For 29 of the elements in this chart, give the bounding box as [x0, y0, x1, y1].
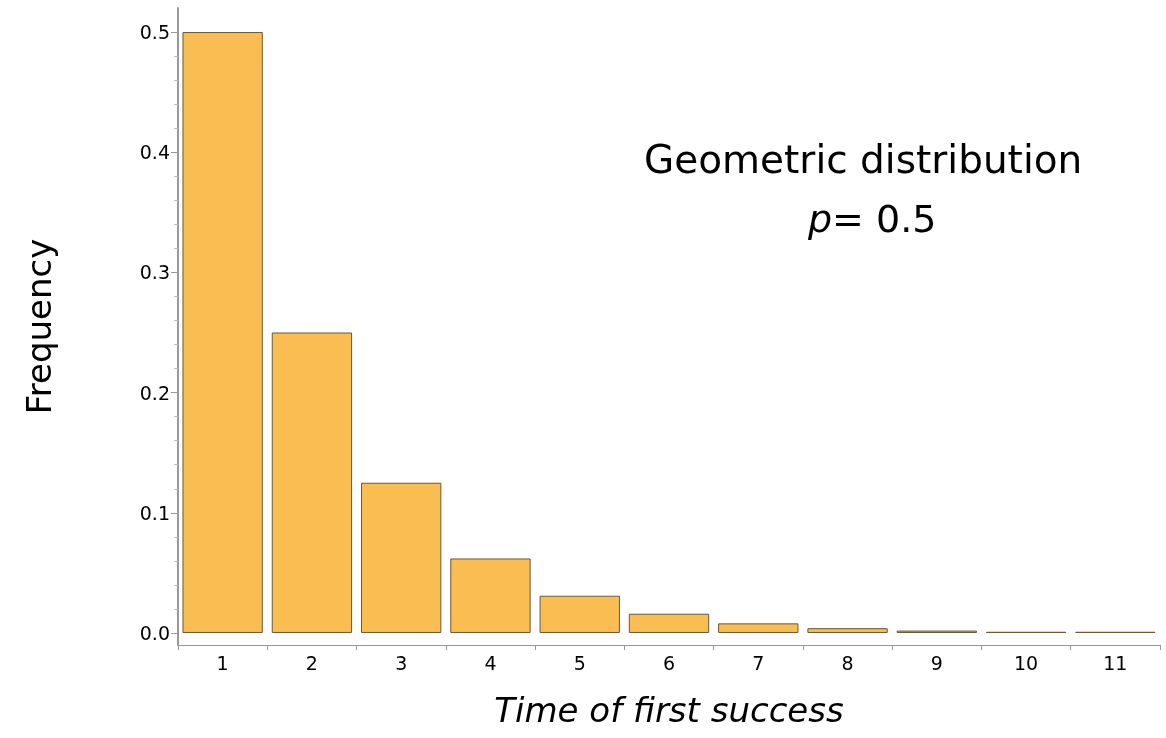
x-tick-label: 6 [662, 651, 676, 674]
x-tick-label: 9 [930, 651, 943, 674]
bar [718, 623, 799, 633]
y-tick-label: 0.2 [139, 381, 170, 404]
bar [539, 595, 620, 633]
y-tick-label: 0.3 [139, 261, 170, 284]
x-tick-label: 3 [395, 651, 408, 674]
x-tick-label: 1 [216, 651, 229, 674]
annotation: Geometric distribution [644, 137, 1083, 182]
y-tick-label: 0.1 [139, 501, 170, 524]
bar [628, 613, 710, 633]
bar [807, 628, 888, 633]
y-tick-label: 0.4 [139, 141, 170, 164]
x-tick-label: 10 [1014, 651, 1039, 674]
bar [271, 332, 353, 633]
annotation: p= 0.5 [807, 197, 937, 241]
x-tick-label: 8 [841, 651, 854, 674]
bar [182, 32, 263, 633]
x-tick-label: 5 [573, 651, 586, 674]
x-axis-title: Time of first success [494, 690, 844, 730]
x-tick-label: 4 [484, 651, 497, 674]
y-axis-title: Frequency [19, 238, 59, 415]
x-tick-label: 2 [305, 651, 318, 674]
bar [450, 558, 531, 633]
x-tick-label: 11 [1103, 651, 1128, 674]
y-tick-label: 0.5 [139, 21, 170, 44]
x-tick-label: 7 [752, 651, 765, 674]
y-tick-label: 0.0 [139, 621, 170, 644]
bar [361, 482, 442, 633]
